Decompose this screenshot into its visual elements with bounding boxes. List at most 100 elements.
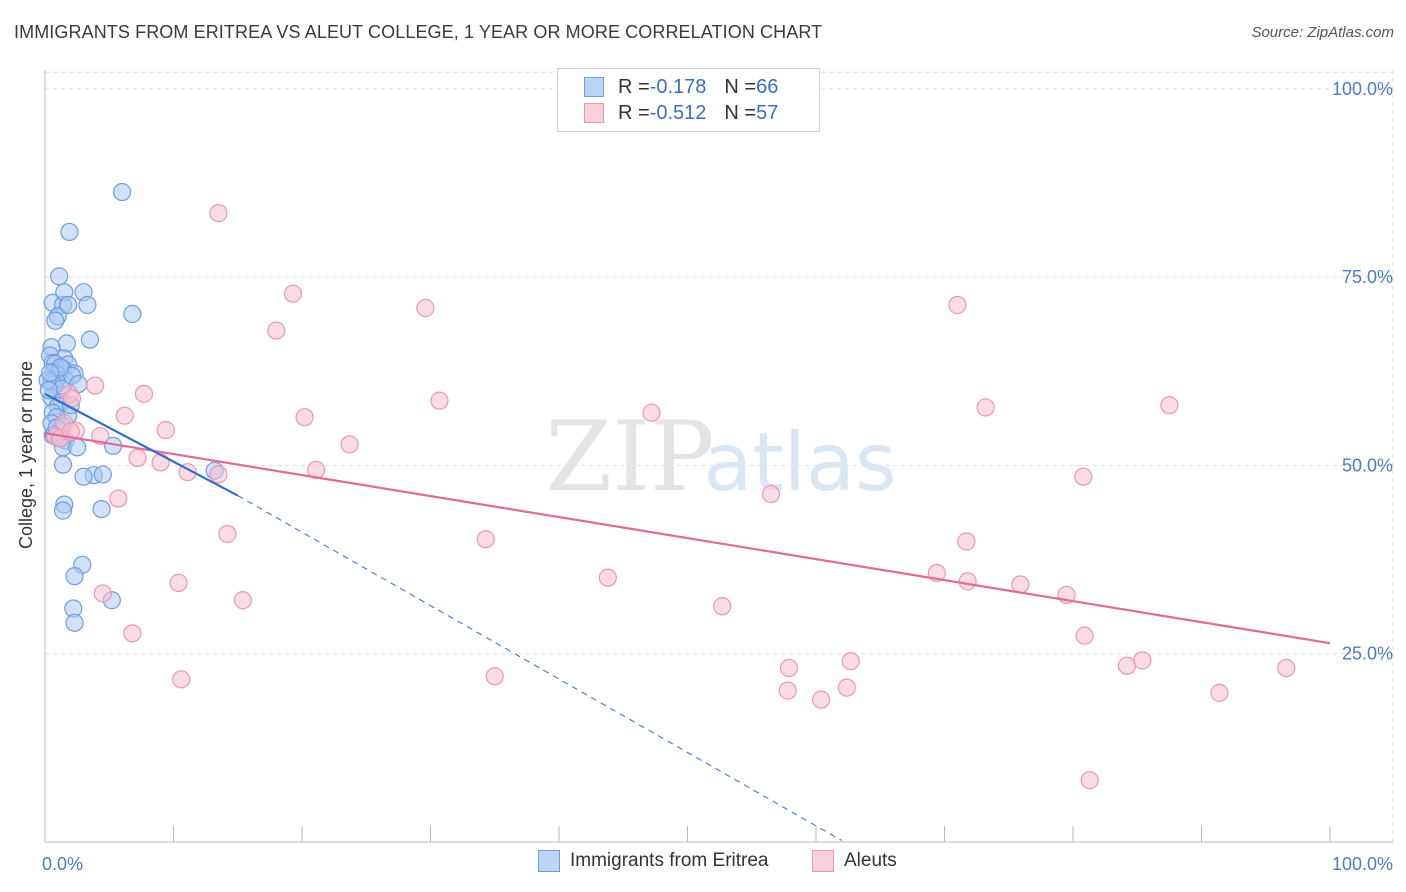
aleut-point bbox=[1080, 771, 1099, 790]
aleut-point bbox=[761, 484, 781, 504]
aleut-point bbox=[778, 681, 797, 700]
eritrea-point bbox=[92, 499, 111, 519]
eritrea-point bbox=[123, 304, 142, 324]
eritrea-point bbox=[46, 311, 65, 330]
legend-n-value: 57 bbox=[756, 101, 779, 124]
legend-box: R = -0.178 N = 66 R = -0.512 N = 57 bbox=[557, 68, 820, 132]
aleut-point bbox=[837, 678, 856, 697]
y-tick-label: 100.0% bbox=[1332, 79, 1393, 99]
eritrea-point bbox=[50, 267, 69, 286]
legend-r-label: R = bbox=[618, 101, 650, 124]
aleut-point bbox=[958, 572, 977, 591]
legend-r-label: R = bbox=[618, 75, 650, 98]
aleut-point bbox=[115, 406, 134, 425]
aleut-point bbox=[134, 384, 154, 403]
trend-lines bbox=[44, 392, 1331, 841]
aleut-point bbox=[948, 295, 967, 315]
grid bbox=[45, 70, 1394, 842]
aleut-point bbox=[1210, 683, 1229, 702]
y-tick-label: 50.0% bbox=[1342, 455, 1393, 475]
aleut-point bbox=[93, 584, 112, 603]
aleut-point bbox=[713, 597, 732, 616]
aleut-point bbox=[476, 530, 495, 549]
bottom-legend-label-aleut: Aleuts bbox=[844, 850, 897, 871]
eritrea-point bbox=[80, 330, 100, 349]
bottom-legend-swatch-aleut bbox=[812, 850, 834, 872]
aleut-point bbox=[1011, 575, 1030, 594]
trend-line-aleut bbox=[44, 431, 1331, 645]
eritrea-point bbox=[41, 363, 60, 382]
aleut-point bbox=[1074, 467, 1093, 486]
y-tick-label: 25.0% bbox=[1342, 644, 1393, 664]
watermark-zip: ZIP bbox=[545, 401, 714, 513]
bottom-legend-eritrea: Immigrants from Eritrea bbox=[538, 850, 768, 872]
legend-row-eritrea: R = -0.178 N = 66 bbox=[584, 75, 778, 99]
aleut-point bbox=[86, 376, 105, 395]
eritrea-point bbox=[60, 222, 79, 242]
legend-n-label: N = bbox=[724, 75, 757, 98]
aleut-point bbox=[957, 532, 976, 551]
aleut-point bbox=[416, 298, 435, 318]
legend-swatch-aleut bbox=[584, 103, 604, 123]
legend-n-label: N = bbox=[724, 101, 757, 124]
bottom-legend-label-eritrea: Immigrants from Eritrea bbox=[570, 850, 769, 871]
eritrea-point bbox=[65, 567, 84, 586]
aleut-point bbox=[295, 408, 314, 427]
aleut-point bbox=[128, 448, 147, 467]
aleut-point bbox=[1133, 651, 1152, 670]
aleut-point bbox=[1117, 656, 1137, 675]
eritrea-point bbox=[68, 438, 87, 457]
bottom-legend-swatch-eritrea bbox=[538, 850, 560, 872]
aleut-point bbox=[841, 652, 860, 671]
eritrea-point bbox=[93, 465, 112, 484]
aleut-point bbox=[109, 489, 128, 508]
eritrea-point bbox=[57, 334, 76, 353]
eritrea-point bbox=[53, 455, 73, 474]
legend-r-value: -0.178 bbox=[649, 75, 707, 98]
watermark: ZIP atlas bbox=[545, 401, 896, 513]
trend-line-eritrea-extended bbox=[237, 495, 842, 841]
watermark-atlas: atlas bbox=[703, 416, 896, 509]
source-credit: Source: ZipAtlas.com bbox=[1251, 24, 1394, 41]
aleut-point bbox=[218, 524, 237, 544]
x-tick-label: 0.0% bbox=[42, 854, 83, 874]
aleut-point bbox=[169, 573, 188, 593]
eritrea-point bbox=[59, 295, 78, 315]
aleut-point bbox=[812, 690, 831, 709]
aleut-point bbox=[976, 398, 995, 417]
aleut-point bbox=[485, 667, 504, 686]
aleut-point bbox=[1160, 396, 1179, 415]
legend-n-value: 66 bbox=[756, 75, 779, 98]
y-axis-label: College, 1 year or more bbox=[16, 361, 36, 549]
aleut-point bbox=[642, 403, 661, 422]
aleut-point bbox=[209, 204, 228, 223]
aleut-point bbox=[123, 624, 142, 643]
legend-swatch-eritrea bbox=[584, 77, 604, 97]
aleut-point bbox=[1277, 658, 1296, 678]
aleut-point bbox=[283, 284, 303, 303]
eritrea-point bbox=[74, 467, 93, 486]
series-aleut-points bbox=[46, 204, 1296, 790]
eritrea-point bbox=[112, 182, 132, 202]
aleut-point bbox=[267, 321, 286, 340]
series-eritrea-points bbox=[38, 182, 224, 632]
x-tick-label: 100.0% bbox=[1332, 854, 1393, 874]
legend-r-value: -0.512 bbox=[649, 101, 707, 124]
aleut-point bbox=[209, 465, 228, 484]
aleut-point bbox=[233, 591, 252, 610]
y-tick-labels: 25.0% 50.0% 75.0% 100.0% bbox=[1332, 79, 1393, 664]
eritrea-point bbox=[78, 295, 97, 315]
aleut-point bbox=[1075, 626, 1094, 645]
aleut-point bbox=[172, 670, 191, 689]
aleut-point bbox=[779, 658, 799, 678]
trend-line-eritrea bbox=[44, 392, 239, 497]
eritrea-point bbox=[53, 501, 73, 520]
axes bbox=[44, 70, 1393, 843]
aleut-point bbox=[151, 453, 170, 472]
aleut-point bbox=[156, 420, 175, 440]
x-tick-labels: 0.0% 100.0% bbox=[42, 854, 1393, 874]
bottom-legend-aleut: Aleuts bbox=[812, 850, 897, 872]
eritrea-point bbox=[65, 613, 84, 632]
aleut-point bbox=[430, 391, 449, 410]
